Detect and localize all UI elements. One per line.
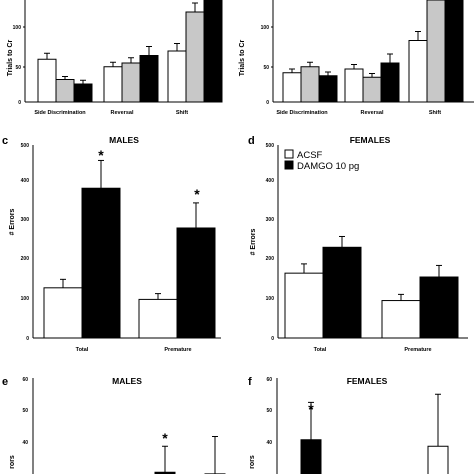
panel-c-ytick: 200 <box>21 256 30 262</box>
bars-d-0-1-bar <box>322 246 362 339</box>
bars-a-0-1-bar <box>55 79 75 103</box>
panel-c-category-label: Premature <box>164 347 191 353</box>
panel-a-ylabel: Trials to Cr <box>7 39 14 76</box>
bars-b-1-1-bar <box>362 76 382 103</box>
panel-c-label: c <box>2 135 8 147</box>
bars-b-2-2-bar <box>444 0 464 103</box>
bars-b-1-2-bar <box>380 62 400 103</box>
bars-c-1-1-bar <box>176 227 216 339</box>
bars-b-1-0-bar <box>344 68 364 103</box>
panel-a-bars <box>37 0 223 103</box>
panel-e-title: MALES <box>112 376 142 386</box>
panel-f-significance-star: * <box>308 401 314 417</box>
bars-b-2-1-bar <box>426 0 446 103</box>
panel-e-ytick: 60 <box>22 377 28 383</box>
panel-c-category-label: Total <box>76 347 89 353</box>
bars-d-0-0-bar <box>284 272 324 339</box>
bars-f-0-bar <box>300 439 322 474</box>
bars-a-2-0-bar <box>167 50 187 103</box>
bars-c-0-1-bar <box>81 187 121 339</box>
panel-e-ytick: 40 <box>22 440 28 446</box>
panel-d-ytick: 200 <box>266 256 275 262</box>
bars-b-2-0-bar <box>408 40 428 103</box>
panel-c-ytick: 100 <box>21 296 30 302</box>
panel-b: Trials to Cr 0 50 100 Side Discriminatio… <box>239 0 474 116</box>
panel-d-ylabel: # Errors <box>250 228 257 255</box>
panel-a: Trials to Cr 0 50 100 Side Discriminatio… <box>7 0 223 116</box>
panel-f: f FEMALES rors 40 50 60 * <box>248 376 449 474</box>
bars-a-2-1-bar <box>185 11 205 103</box>
panel-d-ytick: 500 <box>266 143 275 149</box>
panel-a-category-label: Shift <box>176 110 188 116</box>
panel-b-category-label: Reversal <box>361 110 384 116</box>
panel-c-title: MALES <box>109 135 139 145</box>
panel-c-yticks: 0 100 200 300 400 500 <box>21 143 30 342</box>
legend-swatch-acsf <box>284 149 294 159</box>
bars-b-0-2-bar <box>318 75 338 103</box>
bars-a-1-2-bar <box>139 55 159 103</box>
panel-c-significance-star: * <box>194 186 200 202</box>
panel-c-bars <box>43 159 216 339</box>
panel-b-bars <box>282 0 464 103</box>
panel-e-ytick: 50 <box>22 408 28 414</box>
panel-f-bars <box>300 393 449 474</box>
panel-d-category-label: Premature <box>404 347 431 353</box>
panel-a-category-label: Reversal <box>111 110 134 116</box>
bars-d-1-0-bar <box>381 300 421 339</box>
bars-a-0-2-bar <box>73 83 93 103</box>
panel-d-ytick: 300 <box>266 217 275 223</box>
panel-d-ytick: 100 <box>266 296 275 302</box>
panel-c-significance-star: * <box>98 147 104 163</box>
panel-c-ytick: 400 <box>21 178 30 184</box>
panel-d-bars <box>284 235 459 339</box>
panel-a-ytick: 50 <box>15 65 21 71</box>
panel-f-ytick: 40 <box>266 440 272 446</box>
panel-a-ytick: 0 <box>18 100 21 106</box>
panel-f-ytick: 50 <box>266 408 272 414</box>
bars-d-1-1-bar <box>419 276 459 339</box>
panel-e-bars <box>154 436 226 474</box>
panel-f-label: f <box>248 376 252 388</box>
panel-c: c MALES # Errors 0 100 200 300 400 500 T… <box>2 135 221 353</box>
bars-b-0-1-bar <box>300 66 320 103</box>
panel-d-category-label: Total <box>314 347 327 353</box>
bars-b-0-0-bar <box>282 72 302 103</box>
legend-swatch-damgo <box>284 160 294 170</box>
panel-f-title: FEMALES <box>347 376 388 386</box>
panel-d-title: FEMALES <box>350 135 391 145</box>
panel-b-category-label: Side Discrimination <box>276 110 328 116</box>
panel-b-ytick: 0 <box>266 100 269 106</box>
legend-label-damgo: DAMGO 10 pg <box>297 161 359 172</box>
panel-d-ytick: 0 <box>271 336 274 342</box>
panel-c-ytick: 300 <box>21 217 30 223</box>
panel-f-ytick: 60 <box>266 377 272 383</box>
bars-c-1-0-bar <box>138 298 178 339</box>
panel-c-ylabel: # Errors <box>9 208 16 235</box>
bars-c-0-0-bar <box>43 287 83 339</box>
bars-f-1-bar <box>427 445 449 474</box>
panel-d-ytick: 400 <box>266 178 275 184</box>
panel-f-ylabel: rors <box>249 455 256 469</box>
panel-b-ylabel: Trials to Cr <box>239 39 246 76</box>
bars-a-1-1-bar <box>121 62 141 103</box>
panel-c-ytick: 500 <box>21 143 30 149</box>
panel-b-ytick: 50 <box>263 65 269 71</box>
bars-a-0-0-bar <box>37 58 57 103</box>
panel-e-label: e <box>2 376 8 388</box>
panel-e-significance-star: * <box>162 430 168 446</box>
bars-a-2-2-bar <box>203 0 223 103</box>
panel-e-ylabel: rors <box>9 455 16 469</box>
panel-d-label: d <box>248 135 255 147</box>
panel-a-category-label: Side Discrimination <box>34 110 86 116</box>
panel-e: e MALES rors 40 50 60 * <box>2 376 226 474</box>
panel-d: d FEMALES # Errors 0 100 200 300 400 500… <box>248 135 468 353</box>
panel-b-category-label: Shift <box>429 110 441 116</box>
panel-b-ytick: 100 <box>261 25 270 31</box>
panel-c-ytick: 0 <box>26 336 29 342</box>
bars-a-1-0-bar <box>103 66 123 103</box>
legend-label-acsf: ACSF <box>297 150 323 161</box>
panel-a-ytick: 100 <box>13 25 22 31</box>
